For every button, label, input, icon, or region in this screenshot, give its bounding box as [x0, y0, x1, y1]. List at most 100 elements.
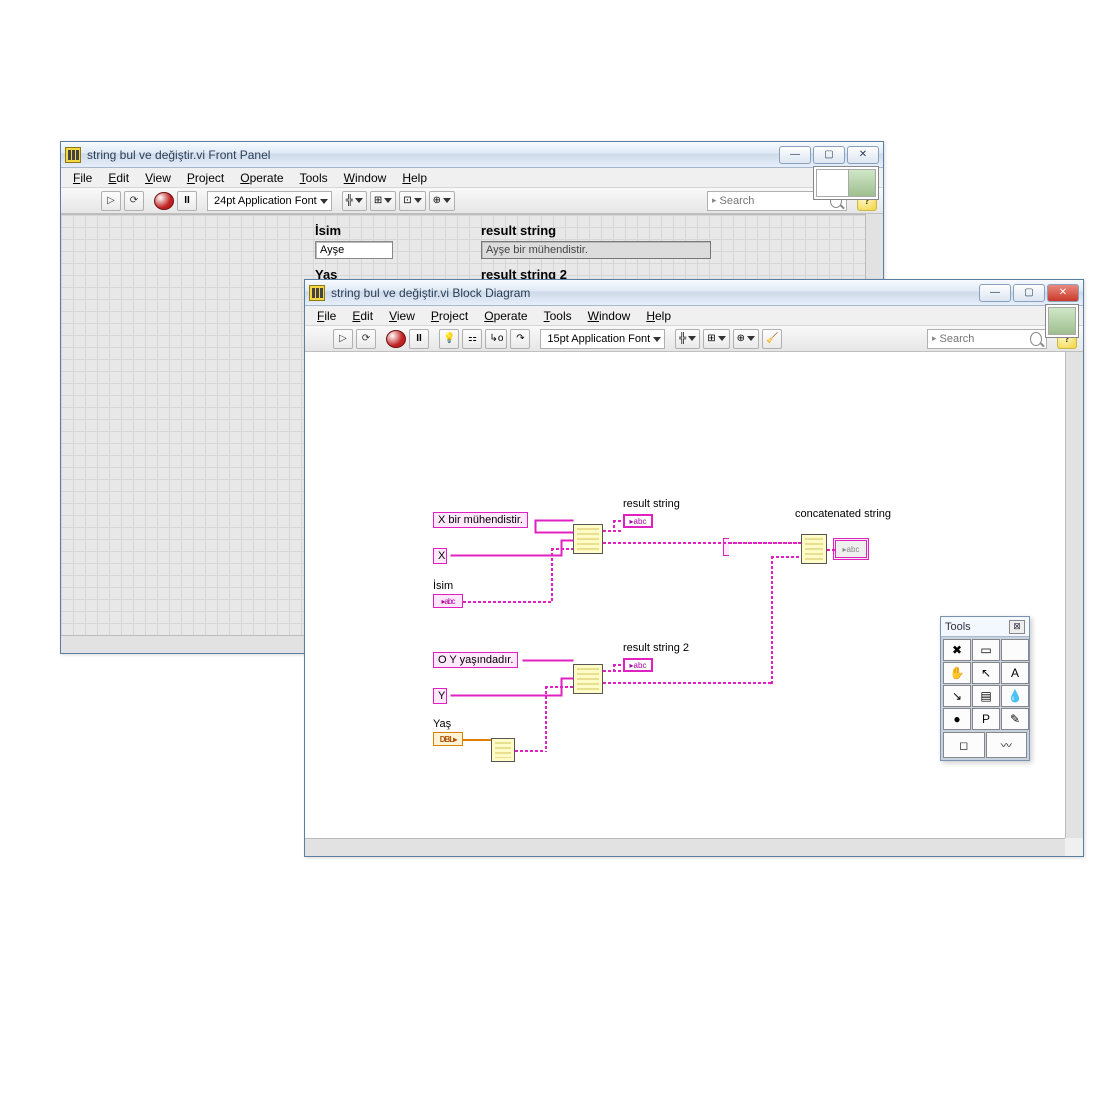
tools-cell-6[interactable]: ↘: [943, 685, 971, 707]
string-constant-template2[interactable]: O Y yaşındadır.: [433, 652, 518, 668]
string-constant-template1[interactable]: X bir mühendistir.: [433, 512, 528, 528]
wire: [463, 739, 491, 741]
label-yas: Yaş: [433, 718, 451, 730]
search-replace-node-1[interactable]: [573, 524, 603, 554]
titlebar[interactable]: string bul ve değiştir.vi Block Diagram …: [305, 280, 1083, 306]
tools-cell-2[interactable]: [1001, 639, 1029, 661]
tools-cell-5[interactable]: A: [1001, 662, 1029, 684]
tools-cell-9[interactable]: ●: [943, 708, 971, 730]
font-selector[interactable]: 15pt Application Font: [540, 329, 665, 349]
window-title: string bul ve değiştir.vi Block Diagram: [331, 286, 979, 300]
close-button[interactable]: ✕: [1047, 284, 1079, 302]
search-replace-node-2[interactable]: [573, 664, 603, 694]
menu-project[interactable]: Project: [425, 308, 474, 324]
indicator-result1[interactable]: [623, 514, 653, 528]
distribute-button[interactable]: ⊞: [703, 329, 729, 349]
block-diagram-area[interactable]: X bir mühendistir. X İsim result string …: [305, 352, 1065, 838]
tools-bottom-0[interactable]: ◻: [943, 732, 985, 758]
distribute-button[interactable]: ⊞: [370, 191, 396, 211]
menu-window[interactable]: Window: [338, 170, 393, 186]
tools-palette-title[interactable]: Tools ⊠: [941, 617, 1029, 637]
menu-operate[interactable]: Operate: [234, 170, 289, 186]
run-button[interactable]: ▷: [333, 329, 353, 349]
reorder-button[interactable]: ⊕: [733, 329, 759, 349]
indicator-result2[interactable]: [623, 658, 653, 672]
number-to-string-node[interactable]: [491, 738, 515, 762]
tools-cell-1[interactable]: ▭: [972, 639, 1000, 661]
menu-operate[interactable]: Operate: [478, 308, 533, 324]
vi-icon-pane[interactable]: [813, 166, 879, 200]
close-icon[interactable]: ⊠: [1009, 620, 1025, 634]
tools-cell-3[interactable]: ✋: [943, 662, 971, 684]
concatenate-strings-node[interactable]: [801, 534, 827, 564]
font-selector[interactable]: 24pt Application Font: [207, 191, 332, 211]
menu-tools[interactable]: Tools: [294, 170, 334, 186]
tools-palette[interactable]: Tools ⊠ ✖▭✋↖A ↘▤💧 ●P✎ ◻〰: [940, 616, 1030, 761]
tools-cell-11[interactable]: ✎: [1001, 708, 1029, 730]
highlight-button[interactable]: 💡: [439, 329, 459, 349]
menu-view[interactable]: View: [139, 170, 177, 186]
label-result1: result string: [481, 223, 556, 238]
maximize-button[interactable]: ▢: [1013, 284, 1045, 302]
run-continuous-button[interactable]: ⟳: [124, 191, 144, 211]
menu-edit[interactable]: Edit: [102, 170, 135, 186]
search-input[interactable]: [940, 333, 1031, 345]
close-button[interactable]: ✕: [847, 146, 879, 164]
minimize-button[interactable]: —: [979, 284, 1011, 302]
wire: [515, 750, 545, 752]
minimize-button[interactable]: —: [779, 146, 811, 164]
string-constant-y[interactable]: Y: [433, 688, 447, 704]
run-button[interactable]: ▷: [101, 191, 121, 211]
menu-window[interactable]: Window: [582, 308, 637, 324]
abort-button[interactable]: [154, 192, 174, 210]
reorder-button[interactable]: ⊕: [429, 191, 455, 211]
wire: [603, 682, 771, 684]
pause-button[interactable]: II: [409, 329, 429, 349]
tools-cell-0[interactable]: ✖: [943, 639, 971, 661]
tools-cell-4[interactable]: ↖: [972, 662, 1000, 684]
label-result2: result string 2: [623, 642, 689, 654]
scrollbar-vertical[interactable]: [1065, 352, 1083, 838]
cleanup-button[interactable]: 🧹: [762, 329, 782, 349]
resize-button[interactable]: ⊡: [399, 191, 425, 211]
menu-tools[interactable]: Tools: [538, 308, 578, 324]
tools-cell-7[interactable]: ▤: [972, 685, 1000, 707]
titlebar[interactable]: string bul ve değiştir.vi Front Panel — …: [61, 142, 883, 168]
align-button[interactable]: ╬: [675, 329, 700, 349]
menu-project[interactable]: Project: [181, 170, 230, 186]
menu-edit[interactable]: Edit: [346, 308, 379, 324]
menubar: File Edit View Project Operate Tools Win…: [61, 168, 883, 188]
step-into-button[interactable]: ↳o: [485, 329, 507, 349]
pause-button[interactable]: II: [177, 191, 197, 211]
control-isim[interactable]: [433, 594, 463, 608]
label-isim: İsim: [433, 580, 453, 592]
output-result1: Ayşe bir mühendistir.: [481, 241, 711, 259]
tools-cell-10[interactable]: P: [972, 708, 1000, 730]
tools-cell-8[interactable]: 💧: [1001, 685, 1029, 707]
abort-button[interactable]: [386, 330, 406, 348]
run-continuous-button[interactable]: ⟳: [356, 329, 376, 349]
step-over-button[interactable]: ↷: [510, 329, 530, 349]
search-box[interactable]: ▸: [927, 329, 1047, 349]
toolbar: ▷ ⟳ II 💡 ⚏ ↳o ↷ 15pt Application Font ╬ …: [305, 326, 1083, 352]
string-constant-x[interactable]: X: [433, 548, 447, 564]
wire: [535, 520, 573, 521]
align-button[interactable]: ╬: [342, 191, 367, 211]
menubar: File Edit View Project Operate Tools Win…: [305, 306, 1083, 326]
scrollbar-horizontal[interactable]: [305, 838, 1065, 856]
maximize-button[interactable]: ▢: [813, 146, 845, 164]
menu-help[interactable]: Help: [640, 308, 677, 324]
vi-icon-pane[interactable]: [1045, 304, 1079, 338]
tools-bottom-1[interactable]: 〰: [986, 732, 1028, 758]
retain-wires-button[interactable]: ⚏: [462, 329, 482, 349]
menu-view[interactable]: View: [383, 308, 421, 324]
control-yas[interactable]: [433, 732, 463, 746]
menu-help[interactable]: Help: [396, 170, 433, 186]
input-isim[interactable]: Ayşe: [315, 241, 393, 259]
wire: [613, 520, 623, 522]
wire: [561, 678, 573, 679]
indicator-concatenated[interactable]: [833, 538, 869, 560]
menu-file[interactable]: File: [67, 170, 98, 186]
wire: [603, 530, 623, 532]
menu-file[interactable]: File: [311, 308, 342, 324]
